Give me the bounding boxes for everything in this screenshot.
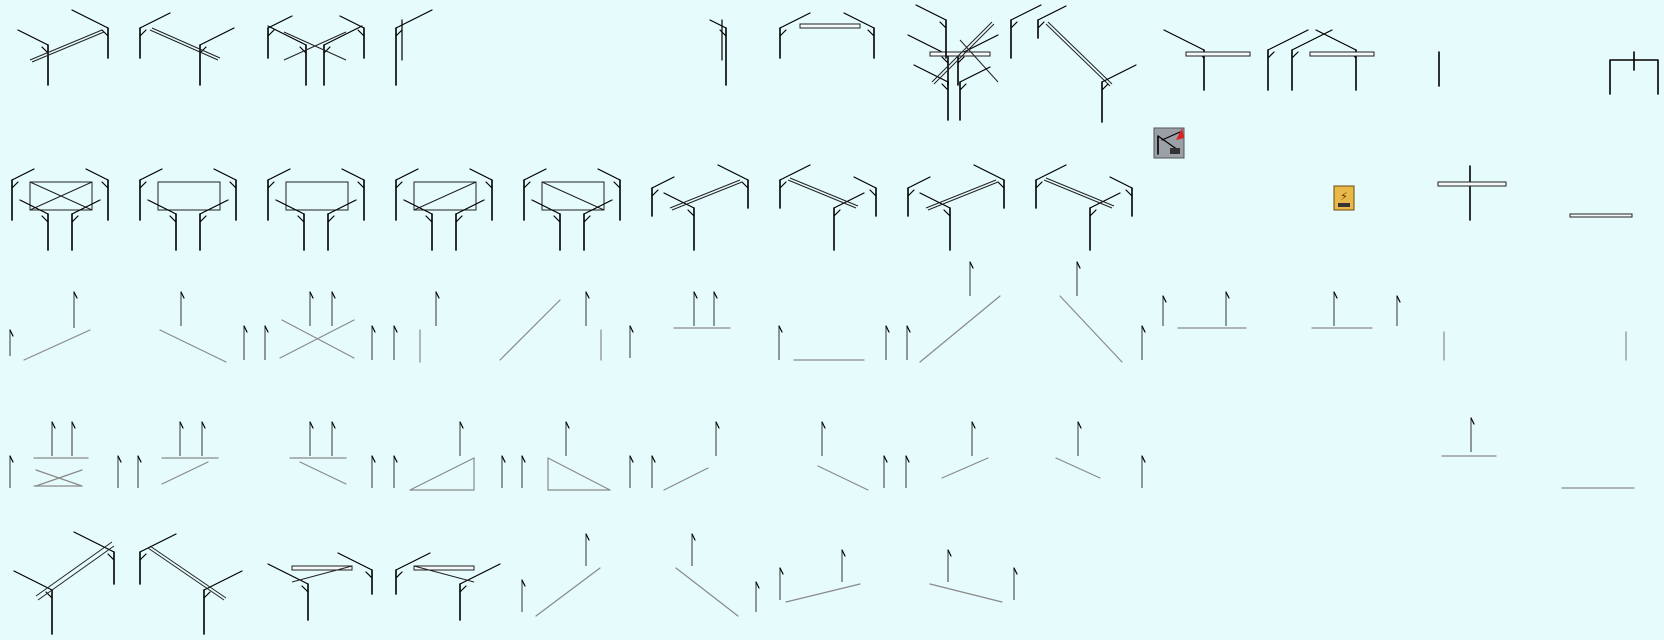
row-single-span-portals (17, 4, 1659, 123)
lightning-glyph: ⚡ (1340, 190, 1348, 203)
portal-sprite (139, 533, 243, 635)
portal-sprite (395, 9, 433, 86)
portal-sprite (1035, 164, 1133, 251)
catenary-tool-icon (1153, 127, 1185, 159)
portal-sprite (779, 12, 875, 59)
portal-sprite (1163, 29, 1309, 91)
row-shadow-layer-b (9, 417, 1635, 491)
electric-depot-icon: ⚡ (1333, 185, 1355, 211)
portal-sprite (395, 552, 501, 621)
portal-sprite (267, 15, 365, 86)
portal-sprite (139, 168, 237, 251)
portal-sprite (13, 531, 115, 635)
portal-sprite (139, 12, 235, 86)
row-double-track-portals (11, 164, 1633, 251)
portal-sprite (11, 168, 109, 251)
portal-sprite (651, 164, 749, 251)
gantry-sprite (1609, 51, 1659, 95)
row-shadow-layer-a (9, 261, 1627, 363)
portal-sprite (1037, 5, 1137, 123)
portal-sprite (907, 164, 1005, 251)
cross-gantry-sprite (1437, 165, 1507, 221)
portal-sprite (395, 168, 493, 251)
portal-sprite (523, 168, 621, 251)
portal-sprite (907, 34, 999, 86)
portal-sprite (913, 4, 1042, 121)
portal-sprite (709, 19, 727, 86)
portal-sprite (779, 164, 877, 251)
portal-sprite (17, 9, 109, 86)
row-diagonal-portals (13, 531, 1018, 635)
portal-sprite (267, 552, 373, 621)
portal-sprite (1291, 29, 1375, 91)
portal-sprite (267, 168, 365, 251)
